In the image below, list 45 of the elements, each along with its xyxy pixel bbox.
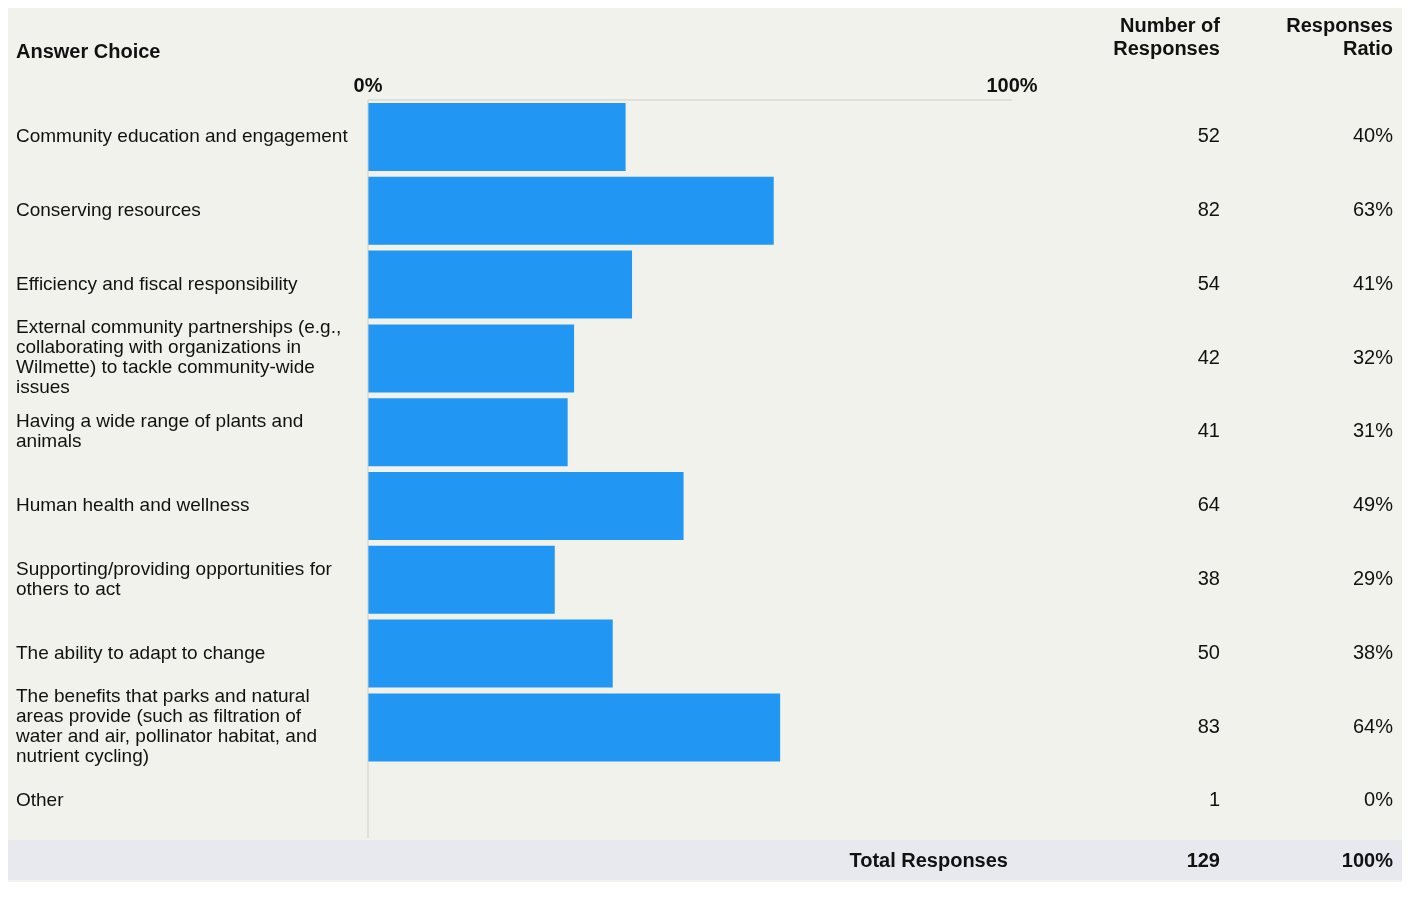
text: 83 — [1197, 714, 1220, 737]
bar — [368, 619, 613, 688]
text: 0% — [1364, 788, 1394, 811]
text: 100% — [1341, 849, 1393, 872]
bar — [368, 250, 633, 319]
y-axis-title: Answer Choice — [16, 40, 161, 63]
bar — [368, 324, 575, 393]
text: 50 — [1197, 640, 1220, 663]
text: 63% — [1352, 197, 1394, 220]
text: 82 — [1197, 197, 1220, 220]
text: 41 — [1197, 419, 1220, 442]
text: Number of Responses — [1113, 14, 1220, 60]
text: 64% — [1352, 714, 1394, 737]
text: 38% — [1352, 640, 1394, 663]
bar — [368, 398, 568, 467]
bar — [368, 103, 626, 171]
text: 52 — [1197, 124, 1220, 147]
text: 1 — [1208, 788, 1220, 811]
text: 31% — [1352, 419, 1394, 442]
y-tick-label: Supporting/providing opportunities for others to act — [16, 557, 333, 599]
text: 54 — [1197, 271, 1220, 294]
y-tick-label: External community partnerships (e.g., collaborating with organizations in Wilmette) to tackle community-wide issues — [16, 316, 342, 398]
y-tick-label: Having a wide range of plants and animals — [16, 410, 304, 452]
text: Total Responses — [849, 849, 1008, 872]
y-tick-label: Other — [16, 789, 65, 811]
text: 29% — [1352, 566, 1394, 589]
bar — [368, 176, 774, 245]
bar — [368, 545, 555, 614]
y-tick-label: Human health and wellness — [16, 493, 250, 515]
text: 40% — [1352, 124, 1394, 147]
text: 32% — [1352, 345, 1394, 368]
y-tick-label: Community education and engagement — [16, 124, 349, 146]
text: 129 — [1186, 849, 1220, 872]
text: 42 — [1197, 345, 1220, 368]
text: 38 — [1197, 566, 1220, 589]
text: 49% — [1352, 493, 1394, 516]
y-tick-label: Efficiency and fiscal responsibility — [16, 272, 299, 294]
text: 64 — [1197, 493, 1220, 516]
bar — [368, 472, 684, 540]
bar — [368, 693, 781, 762]
y-tick-label: Conserving resources — [16, 198, 201, 220]
text: 41% — [1352, 271, 1394, 294]
y-tick-label: The benefits that parks and natural areas provide (such as filtration of water and air, pollinator habitat, and nutrient cycling) — [15, 685, 318, 767]
text: Responses Ratio — [1286, 14, 1393, 60]
y-tick-label: The ability to adapt to change — [16, 641, 266, 663]
